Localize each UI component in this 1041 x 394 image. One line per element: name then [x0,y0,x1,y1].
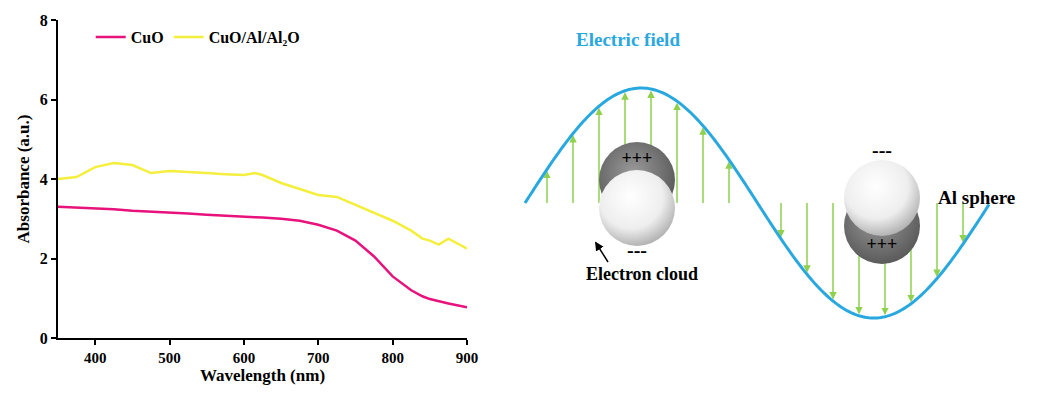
svg-text:---: --- [872,139,892,161]
svg-text:+++: +++ [867,234,898,254]
svg-text:900: 900 [456,350,479,366]
svg-text:800: 800 [381,350,404,366]
svg-text:700: 700 [307,350,330,366]
svg-text:0: 0 [40,330,48,347]
svg-text:Electric field: Electric field [576,29,680,50]
svg-text:6: 6 [40,91,48,108]
svg-text:600: 600 [233,350,256,366]
svg-text:Electron cloud: Electron cloud [586,264,698,284]
svg-text:Al sphere: Al sphere [938,187,1015,208]
svg-text:500: 500 [158,350,181,366]
svg-text:CuO: CuO [131,29,164,46]
svg-text:+++: +++ [622,148,653,168]
svg-text:Wavelength (nm): Wavelength (nm) [200,366,325,385]
svg-text:---: --- [627,239,647,261]
svg-text:CuO/Al/Al₂O: CuO/Al/Al₂O [209,29,300,46]
svg-text:4: 4 [40,171,48,188]
svg-text:400: 400 [84,350,107,366]
svg-text:8: 8 [40,12,48,29]
svg-text:2: 2 [40,250,48,267]
svg-text:Absorbance (a.u.): Absorbance (a.u.) [14,115,33,244]
